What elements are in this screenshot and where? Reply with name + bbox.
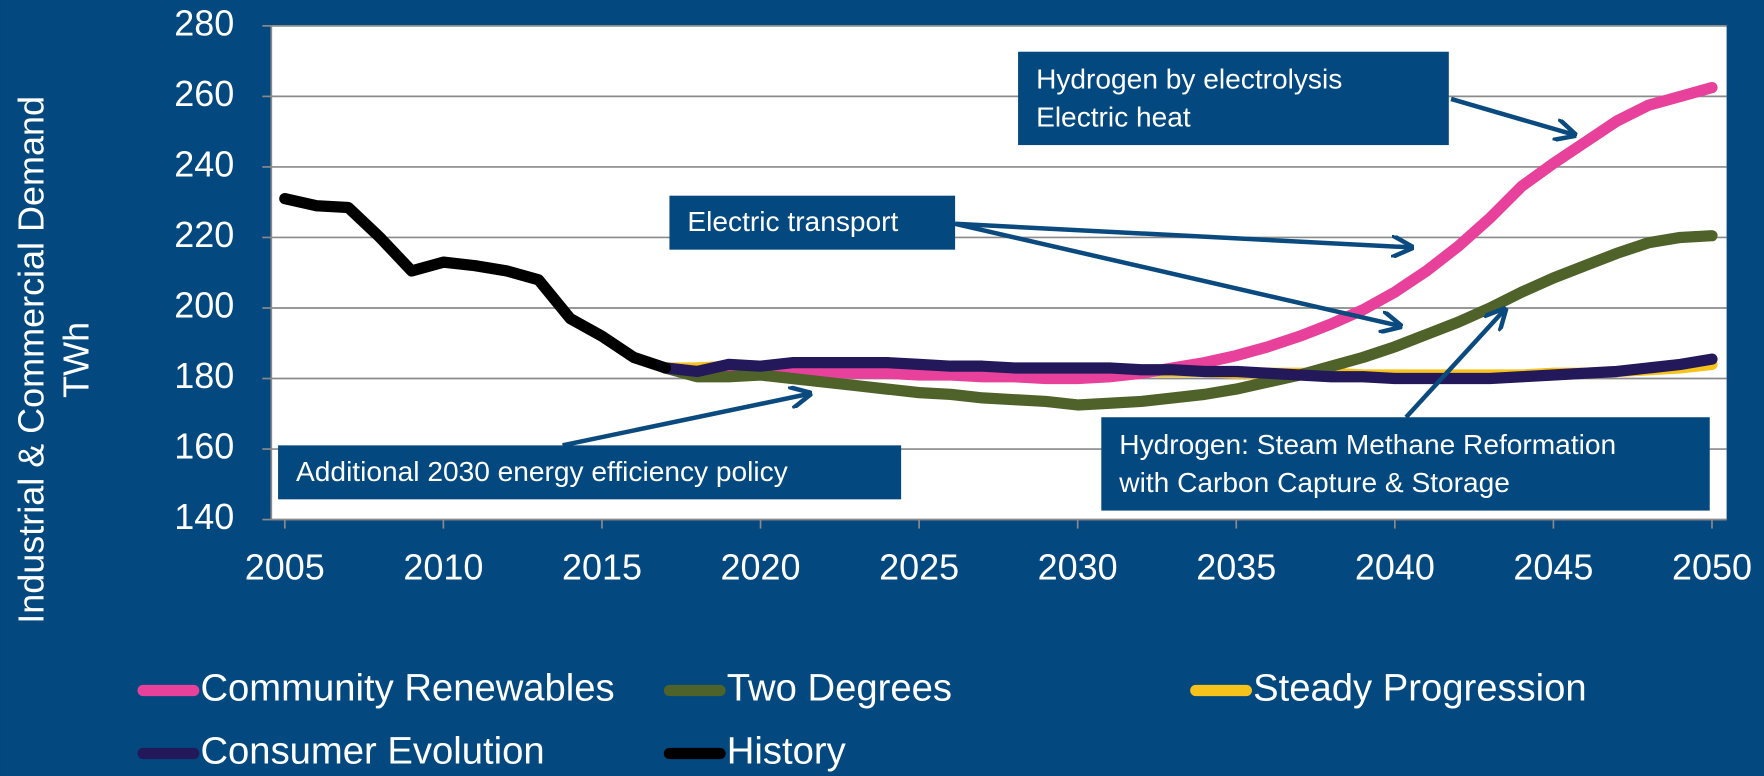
y-tick-label: 160 <box>174 426 234 467</box>
x-tick-label: 2045 <box>1513 547 1593 588</box>
legend-label: History <box>727 730 847 773</box>
series-line <box>659 230 1718 411</box>
annotation-arrow <box>954 221 1412 248</box>
x-tick-label: 2040 <box>1355 547 1435 588</box>
legend-label: Community Renewables <box>200 667 614 710</box>
x-tick-label: 2020 <box>721 547 801 588</box>
annotation-box <box>669 195 956 250</box>
annotation-text: Additional 2030 energy efficiency policy <box>296 456 788 487</box>
x-tick-label: 2005 <box>245 547 325 588</box>
y-tick-label: 260 <box>174 73 234 114</box>
x-tick-label: 2025 <box>879 547 959 588</box>
x-tick-label: 2030 <box>1038 547 1118 588</box>
y-tick-label: 140 <box>174 496 234 537</box>
annotation-text: with Carbon Capture & Storage <box>1118 467 1510 498</box>
x-tick-label: 2010 <box>403 547 483 588</box>
annotation-box <box>278 445 902 500</box>
y-axis-label: Industrial & Commercial Demand <box>11 96 52 624</box>
y-tick-label: 200 <box>174 284 234 325</box>
annotation-box <box>1101 417 1710 511</box>
annotations: Hydrogen by electrolysis Electric heat Ele… <box>278 51 1710 511</box>
y-axis-label: TWh <box>56 322 97 398</box>
annotation-arrow <box>954 221 1400 326</box>
series-line <box>279 193 672 374</box>
y-tick-label: 240 <box>174 143 234 184</box>
annotation-text: Hydrogen by electrolysis <box>1036 63 1342 94</box>
y-tick-label: 180 <box>174 355 234 396</box>
y-tick-label: 220 <box>174 214 234 255</box>
annotation-box <box>1018 51 1449 146</box>
legend-label: Steady Progression <box>1253 667 1587 710</box>
series-line <box>659 353 1718 385</box>
annotation-arrow <box>1450 96 1575 135</box>
annotation-text: Electric heat <box>1036 102 1191 133</box>
annotation-text: Hydrogen: Steam Methane Reformation <box>1119 429 1616 460</box>
x-tick-label: 2050 <box>1672 547 1752 588</box>
annotation-arrow <box>562 394 810 448</box>
y-tick-label: 280 <box>174 2 234 43</box>
annotation-arrow <box>1404 309 1505 419</box>
x-tick-label: 2035 <box>1196 547 1276 588</box>
legend-label: Consumer Evolution <box>200 730 544 773</box>
x-tick-label: 2015 <box>562 547 642 588</box>
annotation-text: Electric transport <box>687 206 898 237</box>
legend-label: Two Degrees <box>727 667 952 710</box>
